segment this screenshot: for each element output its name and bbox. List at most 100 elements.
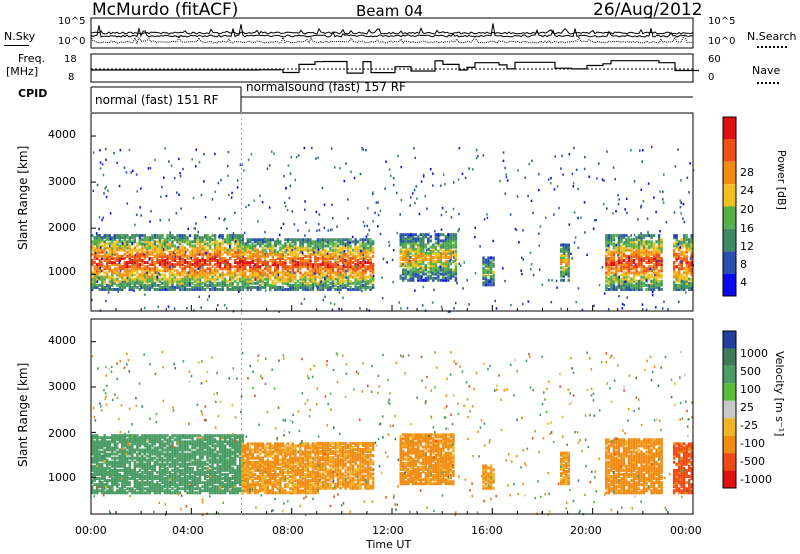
velocity-echo-cell [101,462,104,466]
power-echo-cell [133,240,137,244]
power-echo-cell [284,279,287,283]
power-echo-cell [349,267,352,271]
power-echo-cell [188,269,192,273]
power-echo-cell [153,236,157,240]
power-echo-cell [96,234,99,238]
power-echo-cell [249,246,252,250]
power-echo-cell [176,279,179,283]
velocity-echo-cell [126,460,129,464]
power-echo-cell [682,234,686,238]
power-scatter-point [504,166,507,170]
velocity-echo-cell [116,479,119,483]
beam-title: Beam 04 [356,2,424,20]
power-echo-cell [404,251,407,255]
power-echo-cell [196,246,199,250]
power-echo-cell [339,242,342,246]
velocity-echo-cell [141,470,144,474]
power-echo-cell [422,243,425,247]
power-echo-cell [331,240,335,244]
power-echo-cell [123,242,127,246]
velocity-echo-cell [166,470,169,474]
power-echo-cell [211,283,214,287]
power-echo-cell [434,270,438,274]
power-echo-cell [487,258,490,262]
velocity-echo-cell [163,462,167,466]
power-echo-cell [118,236,121,240]
velocity-echo-cell [126,477,129,481]
power-echo-cell [131,236,134,240]
power-echo-cell [334,283,337,287]
power-echo-cell [675,275,678,279]
power-scatter-point [662,190,664,193]
power-cbar-tick: 4 [740,276,747,289]
velocity-echo-cell [106,452,109,456]
power-echo-cell [103,267,106,271]
power-echo-cell [414,243,417,247]
velocity-echo-cell [133,466,137,470]
velocity-echo-cell [121,440,124,444]
velocity-echo-cell [101,446,104,450]
power-echo-cell [369,273,372,277]
power-echo-cell [108,277,111,281]
power-echo-cell [304,287,307,291]
velocity-echo-cell [101,487,104,491]
power-echo-cell [228,234,232,238]
power-echo-cell [447,251,450,255]
power-echo-cell [346,256,350,260]
power-echo-cell [316,242,320,246]
velocity-echo-cell [158,487,162,491]
power-echo-cell [211,287,214,291]
power-scatter-point [295,156,298,159]
power-scatter-point [178,157,180,161]
velocity-echo-cell [168,448,172,452]
velocity-echo-cell [98,446,101,450]
velocity-echo-cell [128,483,132,487]
power-echo-cell [655,263,658,267]
velocity-echo-cell [116,438,119,442]
power-echo-cell [605,287,608,291]
power-echo-cell [223,261,227,265]
power-echo-cell [620,248,623,252]
power-echo-cell [627,265,631,269]
power-echo-cell [108,238,111,242]
power-echo-cell [188,250,192,254]
power-scatter-point [621,302,624,306]
power-scatter-point [339,167,341,170]
power-echo-cell [567,266,570,270]
power-echo-cell [675,279,678,283]
power-echo-cell [274,269,277,273]
power-echo-cell [617,258,621,262]
power-echo-cell [334,242,337,246]
power-echo-cell [161,252,164,256]
power-echo-cell [133,265,137,269]
power-echo-cell [203,261,207,265]
power-echo-cell [402,245,405,249]
power-echo-cell [291,246,295,250]
power-echo-cell [128,252,132,256]
velocity-echo-cell [93,466,96,470]
velocity-echo-cell [121,479,124,483]
power-echo-cell [269,265,272,269]
velocity-echo-cell [98,466,101,470]
power-scatter-point [355,241,357,244]
power-echo-cell [324,256,327,260]
power-echo-cell [211,265,214,269]
power-echo-cell [108,258,111,262]
power-scatter-point [372,220,375,223]
power-scatter-point [461,172,464,176]
power-echo-cell [281,279,285,283]
velocity-echo-cell [171,452,174,456]
power-echo-cell [434,272,438,276]
power-echo-cell [274,265,277,269]
power-echo-cell [329,285,332,289]
power-echo-cell [354,238,357,242]
velocity-echo-cell [121,460,124,464]
power-scatter-point [310,241,313,245]
power-echo-cell [168,269,172,273]
power-echo-cell [429,245,433,249]
power-echo-cell [432,278,435,282]
power-scatter-point [345,276,347,279]
power-echo-cell [196,240,199,244]
power-echo-cell [329,273,332,277]
power-echo-cell [271,258,274,262]
